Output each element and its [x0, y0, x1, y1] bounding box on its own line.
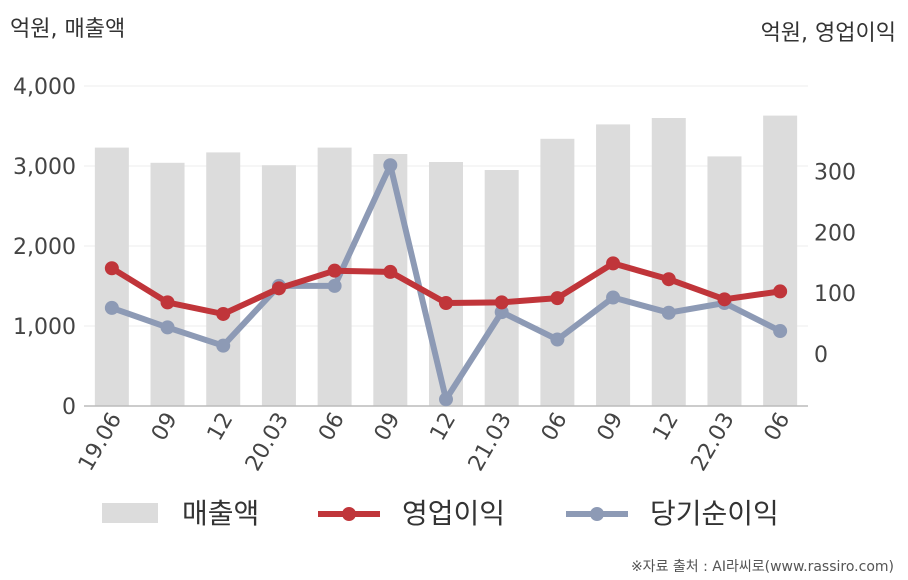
legend-marker-net-income	[590, 507, 604, 521]
left-axis-unit: 억원, 매출액	[10, 17, 125, 42]
right-tick-label: 300	[814, 160, 856, 185]
revenue-bar	[150, 162, 185, 406]
net-income-point	[661, 305, 676, 320]
x-tick-label: 12	[203, 409, 239, 446]
net-income-point	[606, 290, 621, 305]
operating-profit-point	[383, 264, 398, 279]
operating-profit-point	[717, 292, 732, 307]
line-series	[104, 158, 788, 407]
legend-label-net-income: 당기순이익	[650, 497, 779, 530]
operating-profit-point	[494, 295, 509, 310]
left-tick-label: 4,000	[13, 75, 76, 100]
revenue-bar	[707, 156, 742, 406]
revenue-bar	[484, 170, 519, 406]
x-tick-label: 06	[314, 409, 350, 446]
net-income-point	[216, 338, 231, 353]
left-tick-label: 1,000	[13, 315, 76, 340]
x-tick-label: 19.06	[74, 409, 127, 476]
left-tick-label: 2,000	[13, 235, 76, 260]
right-axis-unit: 억원, 영업이익	[761, 21, 896, 46]
x-tick-label: 09	[370, 409, 406, 446]
left-tick-label: 0	[62, 395, 76, 420]
operating-profit-point	[439, 295, 453, 310]
net-income-point	[383, 158, 398, 173]
right-tick-label: 100	[814, 282, 856, 307]
operating-profit-point	[661, 272, 676, 287]
net-income-point	[773, 324, 788, 339]
x-tick-label: 06	[537, 409, 573, 446]
right-axis-ticks: 0 100 200 300	[814, 160, 856, 368]
legend-marker-operating-profit	[342, 507, 356, 521]
x-tick-label: 20.03	[241, 409, 294, 476]
x-tick-label: 12	[426, 409, 462, 446]
source-note: ※자료 출처 : AI라씨로(www.rassiro.com)	[631, 559, 894, 575]
x-axis-ticks: 19.06 09 12 20.03 06 09 12 21.03 06 09 12 22.03 06	[74, 409, 795, 476]
revenue-bar	[206, 152, 241, 406]
net-income-point	[550, 332, 565, 347]
x-tick-label: 06	[760, 409, 796, 446]
right-tick-label: 200	[814, 221, 856, 246]
legend: 매출액 영업이익 당기순이익	[102, 497, 779, 530]
operating-profit-point	[606, 256, 621, 271]
revenue-bar	[763, 115, 798, 406]
left-axis-ticks: 0 1,000 2,000 3,000 4,000	[13, 75, 76, 420]
revenue-bar	[540, 138, 575, 407]
operating-profit-point	[327, 263, 342, 278]
legend-swatch-revenue	[102, 503, 158, 523]
operating-profit-point	[773, 284, 788, 299]
net-income-point	[160, 320, 175, 335]
x-tick-label: 22.03	[687, 409, 740, 476]
x-tick-label: 09	[147, 409, 183, 446]
operating-profit-point	[271, 281, 286, 296]
left-tick-label: 3,000	[13, 155, 76, 180]
legend-label-operating-profit: 영업이익	[402, 497, 505, 530]
operating-profit-point	[160, 295, 175, 310]
revenue-bar	[429, 162, 463, 406]
operating-profit-point	[104, 261, 119, 276]
x-tick-label: 09	[593, 409, 629, 446]
legend-label-revenue: 매출액	[182, 497, 259, 530]
operating-profit-point	[216, 306, 231, 321]
net-income-point	[104, 300, 119, 315]
net-income-point	[327, 278, 342, 293]
x-tick-label: 12	[648, 409, 684, 446]
operating-profit-point	[550, 291, 565, 306]
net-income-point	[494, 305, 509, 320]
revenue-bars	[94, 115, 798, 407]
revenue-bar	[651, 118, 686, 406]
x-tick-label: 21.03	[464, 409, 517, 476]
right-tick-label: 0	[814, 343, 828, 368]
net-income-point	[439, 392, 453, 407]
